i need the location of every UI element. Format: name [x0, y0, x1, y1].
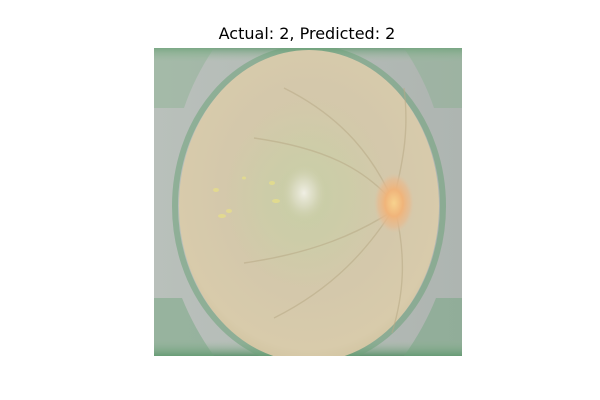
fundus-image-svg	[154, 48, 462, 356]
fundus-edge-glow	[172, 48, 446, 356]
figure-title: Actual: 2, Predicted: 2	[218, 24, 396, 43]
corner-fringe-tr	[404, 48, 462, 108]
fundus-image	[154, 48, 462, 356]
corner-fringe-tl	[154, 48, 214, 108]
macula	[282, 165, 326, 221]
corner-fringe-br	[404, 298, 462, 356]
optic-disc	[374, 173, 414, 233]
exudates	[213, 176, 280, 218]
corner-fringe-bl	[154, 298, 214, 356]
